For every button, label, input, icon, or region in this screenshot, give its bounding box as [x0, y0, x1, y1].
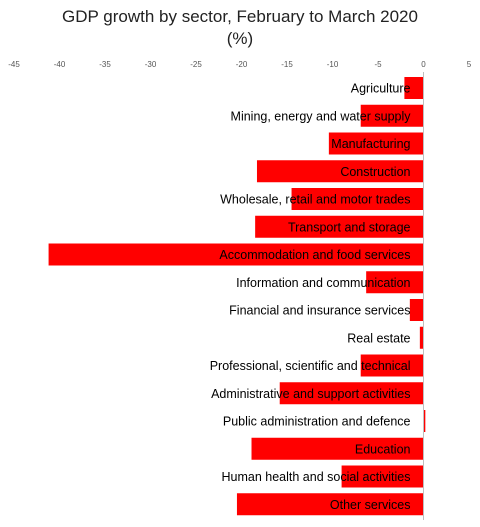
x-tick-label: -15	[281, 60, 293, 69]
chart-title-line-2: (%)	[226, 29, 254, 48]
category-label: Manufacturing	[331, 137, 410, 151]
bar	[341, 465, 424, 488]
bar	[328, 132, 424, 155]
x-tick-label: -30	[145, 60, 157, 69]
x-tick-label: -10	[327, 60, 339, 69]
category-label: Financial and insurance services	[229, 304, 410, 318]
category-label: Administrative and support activities	[211, 387, 410, 401]
x-tick-label: -25	[190, 60, 202, 69]
bar	[360, 104, 424, 127]
bar	[256, 160, 424, 183]
category-label: Wholesale, retail and motor trades	[220, 193, 410, 207]
bar	[419, 326, 424, 349]
category-label: Real estate	[347, 331, 410, 345]
bar	[366, 271, 424, 294]
category-label: Transport and storage	[288, 220, 411, 234]
x-tick-label: -45	[8, 60, 20, 69]
category-label: Education	[355, 442, 411, 456]
bar	[404, 77, 424, 99]
bar	[409, 299, 424, 321]
x-tick-label: -5	[374, 60, 382, 69]
category-label: Public administration and defence	[223, 415, 411, 429]
x-tick-label: 5	[467, 60, 472, 69]
bar	[251, 437, 424, 460]
bar	[48, 243, 424, 266]
chart-title: GDP growth by sector, February to March …	[0, 6, 480, 50]
category-label: Other services	[330, 498, 411, 512]
bar	[360, 354, 424, 377]
x-tick-label: 0	[421, 60, 426, 69]
bar-series: Agriculture Mining, energy and water supp…	[48, 77, 426, 516]
bar	[236, 493, 424, 516]
category-label: Human health and social activities	[222, 470, 411, 484]
x-tick-label: -40	[54, 60, 66, 69]
bar	[291, 188, 424, 210]
category-label: Agriculture	[351, 82, 411, 96]
category-label: Construction	[340, 165, 410, 179]
x-tick-label: -35	[99, 60, 111, 69]
category-label: Information and communication	[236, 276, 410, 290]
category-label: Accommodation and food services	[219, 248, 410, 262]
chart-title-line-1: GDP growth by sector, February to March …	[62, 7, 418, 26]
category-label: Mining, energy and water supply	[231, 109, 412, 123]
category-label: Professional, scientific and technical	[210, 359, 411, 373]
bar	[423, 410, 426, 432]
bar	[255, 215, 424, 238]
x-tick-label: -20	[236, 60, 248, 69]
bar	[279, 382, 424, 405]
x-axis-tick-labels: -45 -40 -35 -30 -25 -20 -15 -10 -5 0 5	[8, 60, 472, 69]
